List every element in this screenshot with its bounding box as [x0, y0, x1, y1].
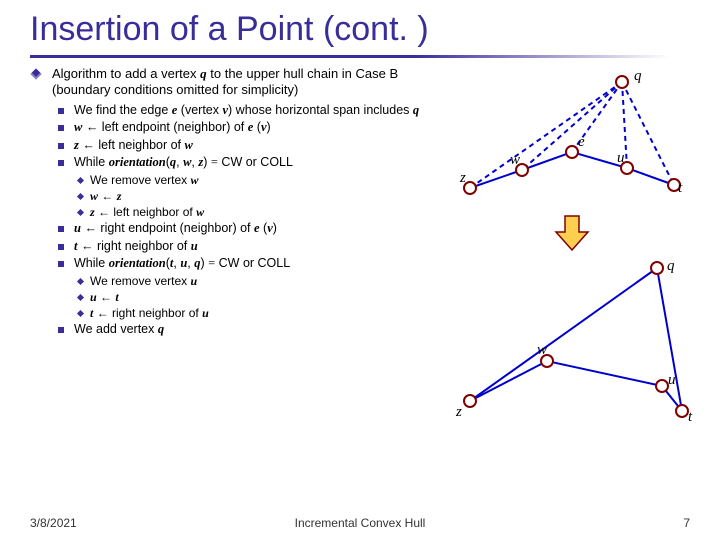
bullet-level-3: t ← right neighbor of u: [30, 306, 450, 321]
label-w: w: [510, 152, 520, 168]
footer-title: Incremental Convex Hull: [30, 516, 690, 530]
bullet-list: Algorithm to add a vertex q to the upper…: [30, 66, 450, 340]
bullet-level-3: w ← z: [30, 189, 450, 204]
label-e: e: [578, 134, 585, 150]
label-u: u: [617, 150, 625, 166]
arrow-down-icon: [552, 214, 592, 254]
label-u: u: [668, 372, 676, 388]
label-q: q: [667, 258, 675, 274]
diagram-1: q z w e u t: [442, 70, 702, 210]
label-z: z: [459, 170, 466, 186]
bullet-level-3: z ← left neighbor of w: [30, 205, 450, 220]
footer: 3/8/2021 Incremental Convex Hull 7: [30, 516, 690, 530]
bullet-level-2: We find the edge e (vertex v) whose hori…: [30, 103, 450, 119]
slide-title: Insertion of a Point (cont. ): [30, 10, 690, 49]
bullet-level-2: t ← right neighbor of u: [30, 239, 450, 255]
bullet-level-2: u ← right endpoint (neighbor) of e (v): [30, 221, 450, 237]
bullet-level-1: Algorithm to add a vertex q to the upper…: [30, 66, 450, 99]
bullet-level-2: w ← left endpoint (neighbor) of e (v): [30, 120, 450, 136]
bullet-level-2: We add vertex q: [30, 322, 450, 338]
label-t: t: [678, 180, 683, 196]
label-q: q: [634, 70, 642, 84]
bullet-level-2: z ← left neighbor of w: [30, 138, 450, 154]
bullet-level-2: While orientation(q, w, z) = CW or COLL: [30, 155, 450, 171]
diagram-2: q z w u t: [442, 256, 702, 431]
bullet-level-3: We remove vertex u: [30, 274, 450, 289]
bullet-level-3: u ← t: [30, 290, 450, 305]
bullet-level-2: While orientation(t, u, q) = CW or COLL: [30, 256, 450, 272]
label-t: t: [688, 409, 693, 425]
bullet-level-3: We remove vertex w: [30, 173, 450, 188]
label-w: w: [537, 342, 547, 358]
title-underline: [30, 55, 670, 58]
label-z: z: [455, 404, 462, 420]
